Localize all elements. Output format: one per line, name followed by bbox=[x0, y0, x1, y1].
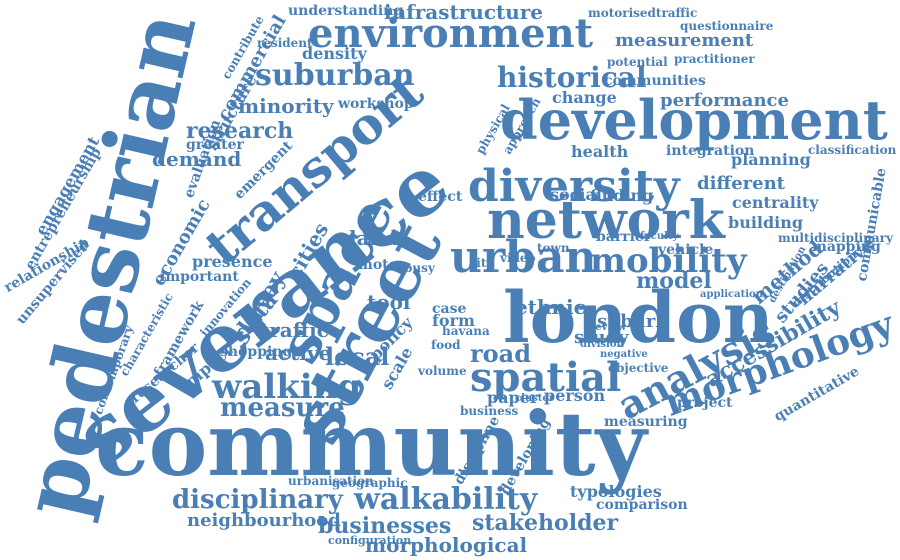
cloud-word: ethnic bbox=[515, 295, 586, 319]
cloud-word: demand bbox=[152, 147, 242, 171]
cloud-word: havana bbox=[442, 324, 490, 338]
cloud-word: form bbox=[432, 311, 475, 330]
cloud-word: presence bbox=[192, 252, 273, 271]
cloud-word: negative bbox=[600, 349, 648, 360]
cloud-word: planning bbox=[731, 150, 811, 169]
cloud-word: measuring bbox=[604, 414, 688, 430]
cloud-word: town bbox=[537, 241, 570, 255]
cloud-word: application bbox=[700, 289, 763, 300]
cloud-word: density bbox=[302, 44, 367, 63]
cloud-word: video bbox=[500, 251, 536, 265]
cloud-word: important bbox=[160, 269, 239, 285]
cloud-word: stakeholder bbox=[472, 510, 619, 536]
cloud-word: suburb bbox=[597, 311, 668, 332]
cloud-word: communities bbox=[604, 73, 706, 89]
cloud-word: diversity bbox=[468, 161, 680, 212]
cloud-word: motor bbox=[358, 257, 406, 273]
cloud-word: barrier bbox=[596, 229, 652, 245]
cloud-word: land bbox=[349, 226, 399, 250]
cloud-word: finding bbox=[590, 186, 654, 205]
cloud-word: mapping bbox=[812, 239, 881, 255]
cloud-word: business bbox=[460, 404, 519, 418]
cloud-word: measure bbox=[220, 393, 345, 423]
cloud-word: network bbox=[487, 190, 725, 251]
cloud-word: effect bbox=[418, 189, 463, 205]
cloud-word: classification bbox=[808, 143, 897, 157]
cloud-word: mobility bbox=[590, 241, 747, 281]
cloud-word: faculty bbox=[640, 231, 679, 242]
cloud-word: disciplinary bbox=[172, 485, 343, 515]
cloud-word: workshop bbox=[338, 96, 414, 112]
cloud-word: research bbox=[186, 118, 294, 144]
cloud-word: tool bbox=[367, 290, 411, 314]
cloud-word: paper bbox=[487, 388, 539, 407]
cloud-word: walkability bbox=[354, 482, 538, 517]
cloud-word: comparison bbox=[596, 497, 688, 513]
cloud-word: geographic bbox=[332, 476, 408, 490]
cloud-word: multidisciplinary bbox=[778, 231, 893, 245]
cloud-word: building bbox=[728, 213, 804, 232]
cloud-word: model bbox=[636, 268, 712, 294]
cloud-word: integration bbox=[666, 143, 755, 159]
cloud-word: spatial bbox=[470, 354, 622, 401]
cloud-word: understanding bbox=[288, 3, 404, 19]
cloud-word: suburban bbox=[255, 58, 415, 93]
cloud-word: london bbox=[503, 276, 774, 359]
cloud-word: active bbox=[265, 341, 332, 365]
cloud-word: configuration bbox=[328, 534, 412, 547]
cloud-word: local bbox=[325, 342, 390, 371]
cloud-word: review bbox=[590, 322, 627, 333]
cloud-word: person bbox=[544, 386, 606, 405]
cloud-word: urbanisation bbox=[288, 474, 374, 488]
cloud-word: performance bbox=[660, 90, 789, 111]
cloud-word: communicable bbox=[854, 166, 890, 283]
cloud-word: greater bbox=[186, 137, 244, 153]
cloud-word: development bbox=[500, 88, 888, 152]
cloud-word: traffic bbox=[260, 318, 329, 342]
cloud-word: practitioner bbox=[674, 52, 755, 66]
cloud-word: minority bbox=[238, 94, 334, 118]
cloud-word: study bbox=[574, 327, 629, 348]
cloud-word: measurement bbox=[615, 30, 754, 51]
cloud-word: busy bbox=[404, 261, 435, 275]
cloud-word: morphological bbox=[365, 533, 528, 557]
cloud-word: road bbox=[470, 339, 531, 368]
cloud-word: walking bbox=[212, 367, 362, 407]
cloud-word: volume bbox=[418, 364, 467, 378]
cloud-word: historical bbox=[497, 61, 647, 94]
cloud-word: vehicle bbox=[658, 242, 714, 258]
cloud-word: resident bbox=[257, 36, 313, 50]
cloud-word: objective bbox=[608, 361, 669, 375]
cloud-word: different bbox=[697, 173, 785, 194]
cloud-word: potential bbox=[607, 55, 668, 69]
cloud-word: environment bbox=[308, 10, 594, 57]
cloud-word: community bbox=[95, 392, 647, 496]
cloud-word: project bbox=[677, 395, 733, 411]
cloud-word: health bbox=[571, 142, 629, 161]
cloud-word: typologies bbox=[570, 482, 662, 501]
cloud-word: urban bbox=[450, 232, 597, 283]
cloud-word: case bbox=[432, 301, 467, 317]
cloud-word: city bbox=[469, 256, 494, 270]
cloud-word: businesses bbox=[318, 513, 452, 539]
cloud-word: centrality bbox=[732, 193, 819, 212]
cloud-word: motorisedtraffic bbox=[588, 6, 698, 20]
cloud-word: neighbourhood bbox=[187, 510, 341, 531]
cloud-word: infrastructure bbox=[384, 0, 544, 24]
cloud-word: shopping bbox=[220, 344, 293, 360]
cloud-word: questionnaire bbox=[680, 19, 774, 33]
cloud-word: cluster bbox=[515, 393, 555, 404]
cloud-word: food bbox=[431, 338, 461, 352]
cloud-word: division bbox=[580, 339, 624, 350]
cloud-word: social bbox=[550, 185, 602, 204]
cloud-word: change bbox=[552, 88, 617, 107]
